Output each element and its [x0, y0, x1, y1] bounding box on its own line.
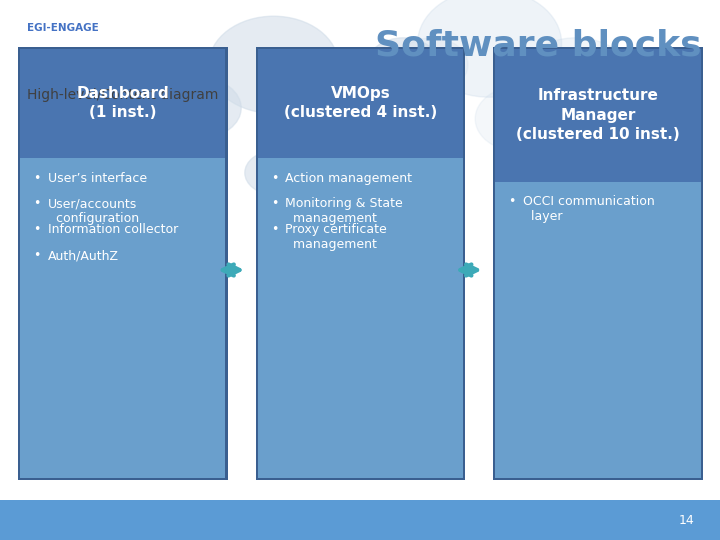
Circle shape — [367, 38, 439, 92]
Text: OCCI communication
  layer: OCCI communication layer — [523, 195, 654, 222]
Circle shape — [389, 97, 446, 140]
Circle shape — [209, 16, 338, 113]
Circle shape — [418, 0, 562, 97]
FancyBboxPatch shape — [258, 49, 463, 158]
FancyBboxPatch shape — [20, 49, 225, 158]
Circle shape — [245, 151, 302, 194]
Text: User’s interface: User’s interface — [48, 172, 147, 185]
Text: High-level/Context diagram: High-level/Context diagram — [27, 87, 219, 102]
FancyBboxPatch shape — [20, 49, 225, 478]
Text: •: • — [271, 172, 278, 185]
Text: EGI-ENGAGE: EGI-ENGAGE — [27, 23, 99, 33]
FancyBboxPatch shape — [256, 47, 465, 480]
FancyBboxPatch shape — [495, 49, 701, 478]
Text: •: • — [271, 224, 278, 237]
FancyBboxPatch shape — [18, 47, 228, 480]
Text: •: • — [33, 249, 40, 262]
Circle shape — [396, 38, 468, 92]
Text: VMOps
(clustered 4 inst.): VMOps (clustered 4 inst.) — [284, 86, 437, 120]
Circle shape — [162, 78, 241, 138]
Text: Proxy certificate
  management: Proxy certificate management — [285, 224, 387, 251]
Text: Dashboard
(1 inst.): Dashboard (1 inst.) — [76, 86, 169, 120]
FancyArrowPatch shape — [222, 265, 240, 275]
Text: •: • — [508, 195, 516, 208]
Text: Software blocks: Software blocks — [375, 29, 702, 63]
FancyBboxPatch shape — [495, 49, 701, 181]
Text: Information collector: Information collector — [48, 224, 178, 237]
Text: Infrastructure
Manager
(clustered 10 inst.): Infrastructure Manager (clustered 10 ins… — [516, 89, 680, 142]
FancyBboxPatch shape — [0, 500, 720, 540]
Text: 14: 14 — [679, 514, 695, 526]
Text: Monitoring & State
  management: Monitoring & State management — [285, 198, 403, 225]
Text: User/accounts
  configuration: User/accounts configuration — [48, 198, 139, 225]
Text: •: • — [33, 224, 40, 237]
Circle shape — [475, 86, 562, 151]
Circle shape — [295, 92, 396, 167]
Circle shape — [518, 38, 634, 124]
FancyBboxPatch shape — [258, 49, 463, 478]
Text: Auth/AuthZ: Auth/AuthZ — [48, 249, 119, 262]
Text: Action management: Action management — [285, 172, 412, 185]
FancyArrowPatch shape — [460, 265, 477, 275]
Text: •: • — [33, 198, 40, 211]
Text: •: • — [33, 172, 40, 185]
Text: •: • — [271, 198, 278, 211]
FancyBboxPatch shape — [493, 47, 703, 480]
